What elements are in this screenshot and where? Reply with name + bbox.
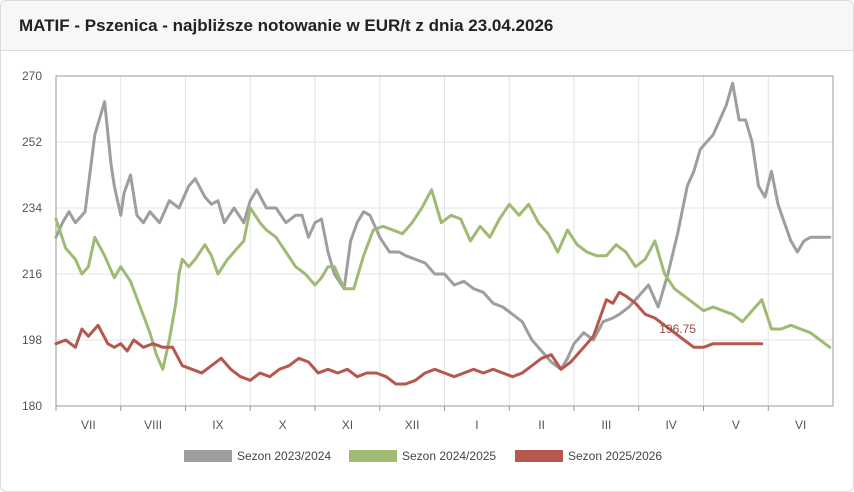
x-tick-label: II — [538, 418, 545, 432]
price-annotation: 196.75 — [659, 322, 696, 336]
x-tick-label: V — [732, 418, 740, 432]
x-tick-label: VI — [795, 418, 806, 432]
legend-label-1[interactable]: Sezon 2023/2024 — [237, 449, 331, 463]
x-tick-label: X — [279, 418, 287, 432]
y-tick-label: 270 — [22, 69, 42, 83]
series-line-2[interactable] — [54, 188, 832, 371]
x-tick-label: IX — [212, 418, 223, 432]
y-tick-label: 252 — [22, 135, 42, 149]
x-tick-label: I — [475, 418, 478, 432]
legend-label-3[interactable]: Sezon 2025/2026 — [568, 449, 662, 463]
x-tick-label: VIII — [144, 418, 162, 432]
y-tick-label: 198 — [22, 333, 42, 347]
legend-swatch-2[interactable] — [349, 450, 397, 462]
y-tick-label: 216 — [22, 267, 42, 281]
series-line-3[interactable] — [54, 290, 764, 386]
series-line-1[interactable] — [54, 81, 832, 371]
y-tick-label: 180 — [22, 399, 42, 413]
x-tick-label: IV — [665, 418, 676, 432]
x-tick-label: XII — [405, 418, 420, 432]
x-tick-label: XI — [342, 418, 353, 432]
legend-swatch-1[interactable] — [184, 450, 232, 462]
legend-swatch-3[interactable] — [515, 450, 563, 462]
y-tick-label: 234 — [22, 201, 42, 215]
chart-header: MATIF - Pszenica - najbliższe notowanie … — [1, 1, 853, 51]
legend-label-2[interactable]: Sezon 2024/2025 — [402, 449, 496, 463]
x-tick-label: VII — [81, 418, 96, 432]
page-title: MATIF - Pszenica - najbliższe notowanie … — [19, 15, 554, 35]
x-tick-label: III — [601, 418, 611, 432]
